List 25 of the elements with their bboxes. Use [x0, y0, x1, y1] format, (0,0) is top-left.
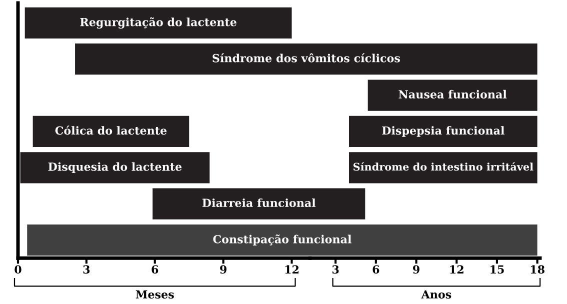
x-tick-label: 3 — [332, 265, 339, 274]
x-tick-label: 9 — [412, 265, 420, 274]
x-axis-title: Anos — [421, 290, 452, 299]
data-label: Constipação funcional — [213, 234, 352, 246]
x-tick-label: 3 — [83, 265, 90, 274]
data-label: Regurgitação do lactente — [80, 17, 236, 29]
data-label: Dispepsia funcional — [382, 126, 504, 137]
x-tick-label: 6 — [152, 265, 158, 274]
x-tick-label: 15 — [490, 265, 504, 274]
x-axis-title: Meses — [136, 290, 174, 299]
bar — [20, 152, 210, 184]
data-label: Nausea funcional — [398, 90, 507, 99]
x-tick-label: 9 — [220, 265, 226, 274]
data-label: Diarreia funcional — [202, 198, 316, 208]
data-label: Cólica do lactente — [55, 126, 167, 135]
x-tick-label: 6 — [372, 265, 380, 274]
data-label: Síndrome dos vômitos cíclicos — [212, 53, 400, 62]
x-tick-label: 0 — [14, 265, 22, 274]
bar — [24, 7, 292, 38]
x-tick-label: 12 — [285, 265, 298, 274]
x-tick-label: 18 — [530, 265, 544, 274]
data-label: Disquesia do lactente — [48, 162, 182, 174]
x-tick-label: 12 — [450, 265, 464, 274]
bar — [32, 116, 190, 148]
data-label: Síndrome do intestino irritável — [353, 162, 534, 171]
